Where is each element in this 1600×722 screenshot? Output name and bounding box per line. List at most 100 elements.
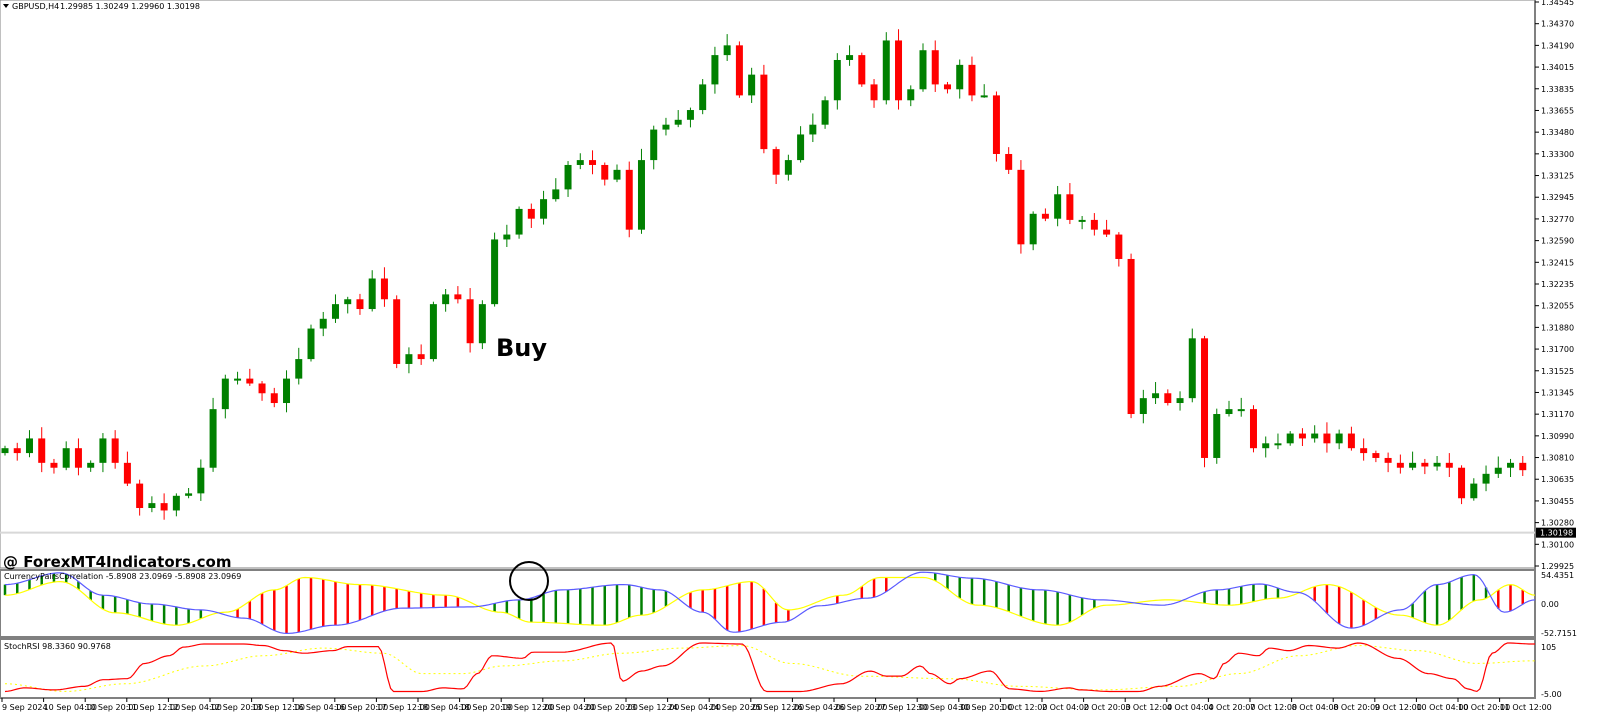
candle-body — [111, 438, 119, 463]
main-price-pane[interactable] — [0, 0, 1536, 569]
candle-body — [662, 124, 670, 130]
bullish-candle — [62, 441, 70, 471]
candle-body — [221, 378, 229, 410]
bullish-candle — [209, 397, 217, 472]
bearish-candle — [1066, 183, 1074, 225]
bearish-candle — [931, 40, 939, 92]
price-label: 1.33300 — [1541, 150, 1574, 159]
bullish-candle — [1054, 185, 1062, 227]
bullish-candle — [234, 371, 242, 385]
candle-body — [13, 448, 21, 454]
candle-body — [601, 164, 609, 180]
bearish-candle — [1298, 428, 1306, 446]
bullish-candle — [552, 178, 560, 202]
time-label: 23 Sep 12:00 — [626, 703, 679, 712]
candle-body — [1335, 433, 1343, 444]
candle-body — [1470, 483, 1478, 499]
price-label: 1.34190 — [1541, 41, 1574, 50]
bearish-candle — [943, 81, 951, 94]
correlation-pane[interactable] — [0, 569, 1536, 638]
bullish-candle — [686, 107, 694, 128]
time-label: 24 Sep 04:00 — [668, 703, 721, 712]
price-label: 1.32590 — [1541, 237, 1574, 246]
candle-body — [1372, 453, 1380, 458]
bearish-candle — [380, 267, 388, 307]
correlation-title: CurrencyPairsCorrelation -5.8908 23.0969… — [4, 572, 241, 581]
candle-body — [650, 129, 658, 161]
time-label: 10 Oct 20:00 — [1458, 703, 1510, 712]
bearish-candle — [601, 162, 609, 186]
bullish-candle — [576, 153, 584, 170]
candle-body — [821, 100, 829, 125]
dropdown-triangle-icon[interactable] — [3, 4, 9, 8]
candle-body — [405, 354, 413, 364]
candle-body — [1433, 462, 1441, 467]
price-label: 1.32415 — [1541, 258, 1574, 267]
candle-body — [123, 462, 131, 484]
candle-body — [674, 119, 682, 125]
price-label: 1.32055 — [1541, 302, 1574, 311]
candle-body — [576, 160, 584, 165]
current-price-label: 1.30198 — [1540, 529, 1573, 538]
candle-body — [784, 160, 792, 175]
candle-body — [1347, 433, 1355, 449]
candle-body — [319, 318, 327, 329]
candle-body — [270, 393, 278, 404]
candle-body — [25, 438, 33, 454]
candle-body — [478, 304, 486, 344]
stochrsi-pane[interactable] — [0, 638, 1536, 699]
bearish-candle — [895, 29, 903, 110]
price-label: 1.34015 — [1541, 63, 1574, 72]
price-label: 1.33835 — [1541, 85, 1574, 94]
price-label: 1.34370 — [1541, 20, 1574, 29]
price-axis[interactable]: 1.34545 1.34370 1.34190 1.34015 1.33835 1.336… — [1535, 0, 1574, 571]
price-label: 1.31880 — [1541, 323, 1574, 332]
bearish-candle — [417, 344, 425, 365]
buy-annotation: Buy — [496, 334, 547, 362]
candle-body — [99, 438, 107, 463]
bearish-candle — [625, 161, 633, 238]
time-label: 9 Sep 2024 — [2, 703, 48, 712]
candle-body — [1396, 462, 1404, 468]
bearish-candle — [1458, 465, 1466, 505]
bullish-candle — [797, 126, 805, 163]
candle-body — [258, 383, 266, 394]
candle-body — [368, 278, 376, 310]
price-label: 1.34545 — [1541, 0, 1574, 7]
bullish-candle — [1225, 400, 1233, 417]
candle-body — [246, 378, 254, 384]
candle-body — [589, 160, 597, 165]
bullish-candle — [319, 311, 327, 337]
candle-body — [1201, 338, 1209, 458]
candle-body — [968, 64, 976, 96]
bullish-candle — [1, 445, 9, 456]
candle-body — [895, 40, 903, 101]
bearish-candle — [1164, 389, 1172, 406]
candle-body — [1519, 462, 1527, 471]
bullish-candle — [283, 370, 291, 413]
candle-body — [1090, 219, 1098, 230]
candle-body — [1041, 213, 1049, 219]
bearish-candle — [1017, 160, 1025, 254]
candle-body — [858, 55, 866, 85]
candle-body — [907, 89, 915, 101]
correlation-yellow-line — [4, 576, 1536, 626]
bullish-candle — [1262, 436, 1270, 458]
bullish-candle — [1078, 216, 1086, 230]
time-label: 10 Sep 04:00 — [44, 703, 97, 712]
candle-body — [1249, 409, 1257, 449]
bearish-candle — [1127, 253, 1135, 419]
bullish-candle — [907, 85, 915, 107]
bearish-candle — [1041, 208, 1049, 222]
time-label: 16 Sep 04:00 — [293, 703, 346, 712]
candle-body — [380, 278, 388, 300]
candle-body — [172, 495, 180, 511]
bullish-candle — [1335, 429, 1343, 450]
bullish-candle — [650, 125, 658, 170]
candle-body — [429, 304, 437, 360]
bearish-candle — [123, 451, 131, 487]
candle-body — [760, 74, 768, 150]
candle-body — [809, 124, 817, 135]
